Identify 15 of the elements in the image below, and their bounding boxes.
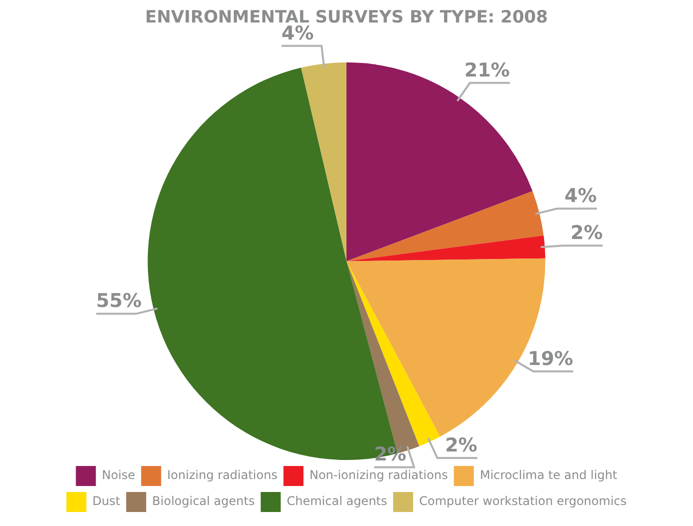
data-label: 55% xyxy=(96,290,142,312)
legend-label: Ionizing radiations xyxy=(167,468,278,482)
data-label: 4% xyxy=(564,185,597,208)
data-label: 4% xyxy=(282,22,314,44)
legend-label: Noise xyxy=(102,468,136,482)
legend-label: Dust xyxy=(92,494,120,508)
legend-label: Microclima te and light xyxy=(480,468,618,482)
legend-label: Chemical agents xyxy=(286,494,388,508)
data-label: 19% xyxy=(528,348,574,370)
legend-label: Computer workstation ergonomics xyxy=(419,494,627,508)
legend-label: Biological agents xyxy=(152,494,255,508)
data-label: 21% xyxy=(464,59,510,82)
data-label: 2% xyxy=(445,434,478,456)
legend-label: Non-ionizing radiations xyxy=(309,468,448,482)
data-label: 2% xyxy=(570,222,603,244)
